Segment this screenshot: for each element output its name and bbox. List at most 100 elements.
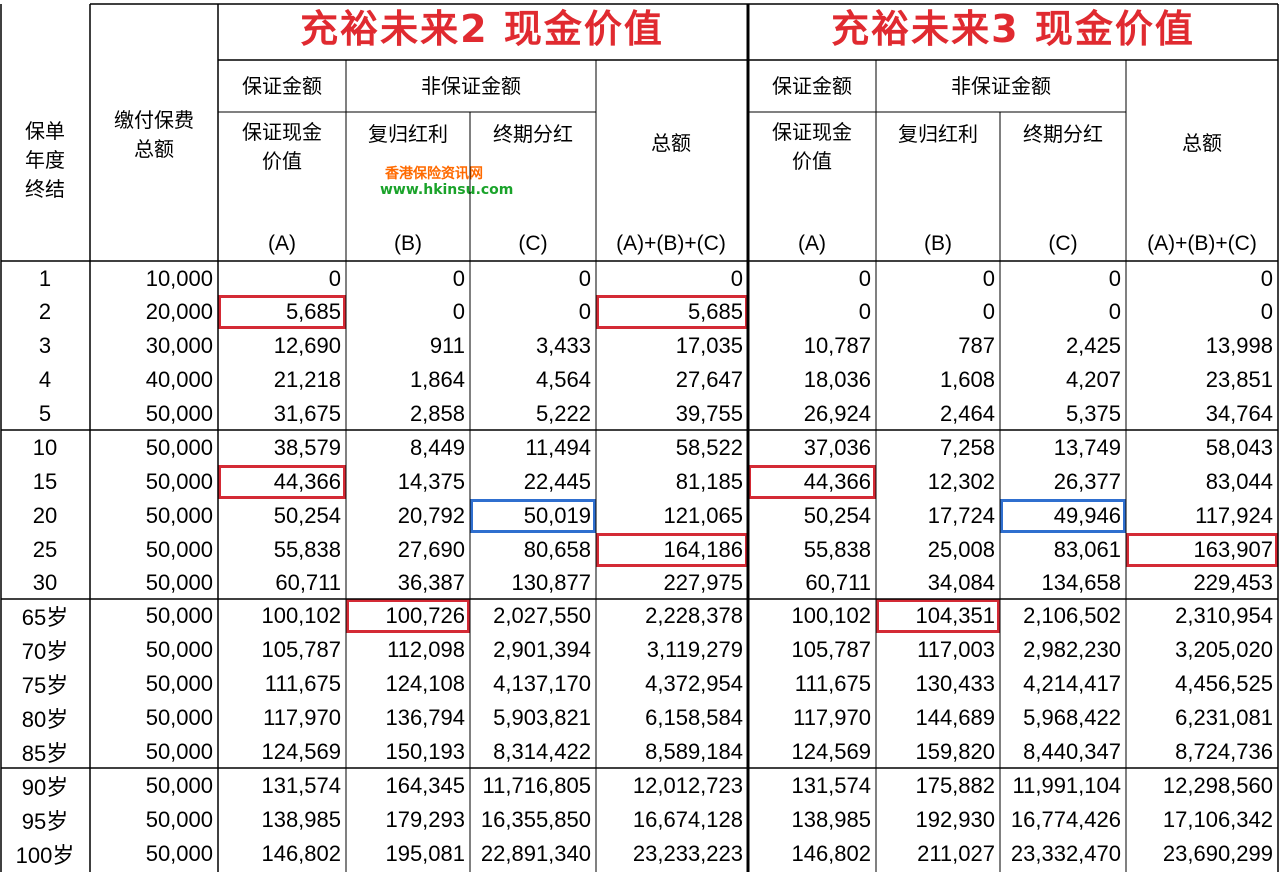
right-gcv-cell: 18,036 (803, 367, 871, 392)
left-reversionary-header: 复归红利 (368, 121, 448, 146)
left-terminal-cell: 3,433 (535, 333, 591, 358)
right-terminal-cell: 5,968,422 (1023, 705, 1121, 730)
right-terminal-cell: 2,982,230 (1023, 637, 1121, 662)
left-reversionary-cell: 150,193 (385, 739, 465, 764)
policy-year-cell: 3 (38, 333, 52, 358)
right-reversionary-cell: 787 (958, 333, 995, 358)
left-total-cell: 12,012,723 (632, 773, 743, 798)
left-terminal-cell: 22,891,340 (480, 841, 591, 866)
right-terminal-cell: 4,207 (1065, 367, 1121, 392)
left-gcv-cell: 138,985 (261, 807, 341, 832)
right-total-cell: 23,851 (1205, 367, 1273, 392)
right-total-cell: 23,690,299 (1162, 841, 1273, 866)
right-reversionary-cell: 0 (982, 265, 995, 291)
left-a-label: (A) (268, 231, 296, 255)
left-terminal-cell: 4,137,170 (493, 671, 591, 696)
left-plan-title: 充裕未来2 现金价值 (300, 7, 664, 52)
left-total-cell: 6,158,584 (645, 705, 743, 730)
left-terminal-cell: 22,445 (523, 469, 591, 494)
premium-cell: 50,000 (145, 603, 213, 628)
left-gcv-cell: 146,802 (261, 841, 341, 866)
left-gcv-cell: 55,838 (273, 537, 341, 562)
left-total-cell: 5,685 (596, 295, 748, 329)
premium-cell: 50,000 (145, 570, 213, 595)
policy-year-cell: 75岁 (21, 673, 69, 698)
left-gcv-cell: 31,675 (273, 401, 341, 426)
premium-cell: 20,000 (145, 299, 213, 324)
right-gcv-cell: 146,802 (791, 841, 871, 866)
left-terminal-cell: 2,027,550 (493, 603, 591, 628)
right-total-cell: 12,298,560 (1162, 773, 1273, 798)
premium-cell: 50,000 (145, 773, 213, 798)
left-gcv-cell: 105,787 (261, 637, 341, 662)
left-reversionary-cell: 100,726 (346, 599, 470, 633)
right-gcv-cell: 37,036 (803, 435, 871, 460)
left-reversionary-cell: 112,098 (387, 637, 465, 662)
left-total-cell: 3,119,279 (646, 637, 743, 662)
right-reversionary-header: 复归红利 (898, 121, 978, 146)
left-gcv-header: 保证现金 价值 (242, 120, 322, 173)
left-terminal-cell: 80,658 (523, 537, 591, 562)
right-gcv-cell: 138,985 (791, 807, 871, 832)
premium-cell: 10,000 (145, 265, 213, 291)
right-total-cell: 0 (1260, 299, 1273, 324)
right-terminal-cell: 83,061 (1053, 537, 1121, 562)
right-reversionary-cell: 144,689 (915, 705, 995, 730)
left-gcv-cell: 0 (328, 265, 341, 291)
left-terminal-cell: 11,716,805 (482, 773, 591, 798)
right-reversionary-cell: 12,302 (927, 469, 995, 494)
policy-year-cell: 65岁 (21, 605, 69, 630)
right-total-cell: 4,456,525 (1175, 671, 1273, 696)
policy-year-header: 保单 年度 终结 (25, 118, 65, 201)
right-gcv-cell: 50,254 (803, 503, 871, 528)
right-gcv-cell: 26,924 (803, 401, 871, 426)
left-reversionary-cell: 27,690 (397, 537, 465, 562)
premium-cell: 30,000 (145, 333, 213, 358)
right-terminal-cell: 0 (1108, 299, 1121, 324)
left-gcv-cell: 44,366 (218, 465, 346, 499)
left-reversionary-cell: 0 (452, 299, 465, 324)
left-terminal-cell: 50,019 (470, 499, 596, 533)
premium-cell: 50,000 (145, 671, 213, 696)
right-total-cell: 13,998 (1205, 333, 1273, 358)
left-total-cell: 39,755 (675, 401, 743, 426)
left-terminal-cell: 8,314,422 (493, 739, 591, 764)
right-reversionary-cell: 25,008 (927, 537, 995, 562)
left-terminal-cell: 5,903,821 (493, 705, 591, 730)
left-non-guaranteed-header: 非保证金额 (421, 73, 521, 98)
right-total-cell: 0 (1260, 265, 1273, 291)
right-terminal-cell: 16,774,426 (1010, 807, 1121, 832)
left-total-cell: 81,185 (675, 469, 743, 494)
premium-cell: 50,000 (145, 705, 213, 730)
right-total-cell: 163,907 (1126, 533, 1278, 567)
left-reversionary-cell: 179,293 (385, 807, 465, 832)
right-reversionary-cell: 130,433 (915, 671, 995, 696)
left-gcv-cell: 38,579 (273, 435, 341, 460)
left-total-cell: 17,035 (675, 333, 743, 358)
right-c-label: (C) (1048, 231, 1078, 255)
right-total-cell: 6,231,081 (1175, 705, 1273, 730)
premium-cell: 50,000 (145, 401, 213, 426)
right-gcv-cell: 111,675 (794, 671, 871, 696)
policy-year-cell: 1 (38, 265, 52, 291)
right-total-cell: 17,106,342 (1162, 807, 1273, 832)
premium-header: 缴付保费 总额 (114, 108, 194, 161)
left-total-cell: 8,589,184 (645, 739, 743, 764)
left-total-cell: 4,372,954 (645, 671, 743, 696)
policy-year-cell: 100岁 (15, 843, 75, 868)
premium-cell: 50,000 (145, 537, 213, 562)
left-gcv-cell: 111,675 (264, 671, 341, 696)
left-terminal-cell: 0 (578, 265, 591, 291)
left-reversionary-cell: 20,792 (397, 503, 465, 528)
right-total-cell: 3,205,020 (1175, 637, 1273, 662)
right-terminal-cell: 8,440,347 (1023, 739, 1121, 764)
policy-year-cell: 30 (32, 570, 58, 595)
left-terminal-cell: 5,222 (535, 401, 591, 426)
left-gcv-cell: 5,685 (218, 295, 346, 329)
right-b-label: (B) (924, 231, 952, 255)
right-gcv-cell: 131,574 (791, 773, 871, 798)
right-sum-label: (A)+(B)+(C) (1147, 231, 1257, 255)
policy-year-cell: 95岁 (21, 809, 69, 834)
right-gcv-cell: 55,838 (803, 537, 871, 562)
left-total-cell: 0 (730, 265, 743, 291)
